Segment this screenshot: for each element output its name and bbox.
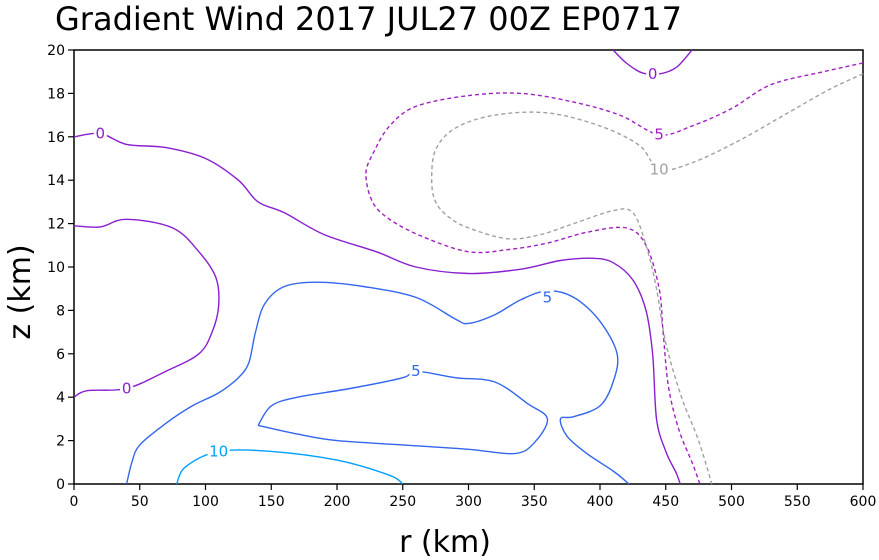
- contour-label: 5: [411, 362, 421, 380]
- y-tick-label: 20: [47, 43, 65, 59]
- plot-frame: [73, 49, 864, 485]
- y-tick-label: 10: [47, 260, 65, 276]
- contour-label: 10: [650, 160, 669, 178]
- y-tick-label: 4: [56, 390, 65, 406]
- y-tick-label: 6: [56, 347, 65, 363]
- contour-line: [175, 449, 404, 485]
- contour-line: [125, 281, 630, 485]
- contour-label-bg: [93, 125, 107, 142]
- x-axis-label: r (km): [399, 525, 491, 560]
- x-tick-label: 450: [652, 494, 679, 510]
- contour-label: 0: [122, 380, 132, 398]
- contour-line: [430, 73, 864, 485]
- y-tick-label: 14: [47, 173, 65, 189]
- x-tick-label: 250: [389, 494, 416, 510]
- y-axis-label: z (km): [3, 244, 38, 339]
- contour-label: 0: [648, 65, 658, 83]
- x-tick-label: 400: [587, 494, 614, 510]
- x-tick-label: 150: [258, 494, 285, 510]
- x-tick-label: 600: [850, 494, 877, 510]
- y-tick-label: 2: [56, 434, 65, 450]
- x-tick-label: 200: [324, 494, 351, 510]
- x-axis-ticks: 0 50 100 150 200 250 300 350 400 450 500 550 600: [70, 484, 877, 510]
- x-tick-label: 0: [70, 494, 79, 510]
- contour-label: 0: [96, 125, 106, 143]
- contour-line: [257, 370, 549, 455]
- y-axis-ticks: 0 2 4 6 8 10 12 14 16 18 20: [47, 43, 74, 493]
- x-tick-label: 550: [784, 494, 811, 510]
- contour-line: [365, 62, 864, 485]
- contour-label-bg: [646, 65, 660, 82]
- x-tick-label: 300: [455, 494, 482, 510]
- x-tick-label: 500: [718, 494, 745, 510]
- contour-label: 5: [543, 288, 553, 306]
- x-tick-label: 100: [192, 494, 219, 510]
- y-tick-label: 12: [47, 217, 65, 233]
- contour-label-bg: [120, 380, 134, 397]
- contour-line: [73, 132, 681, 485]
- contour-label: 5: [654, 126, 664, 144]
- contour-labels: 0 0 0 5 10 5 5 10: [93, 65, 671, 460]
- contour-line: [73, 218, 220, 398]
- contour-label: 10: [209, 442, 228, 460]
- contour-label-bg: [540, 289, 554, 306]
- contour-label-bg: [648, 161, 671, 178]
- x-tick-label: 50: [131, 494, 149, 510]
- contour-label-bg: [207, 443, 230, 460]
- y-tick-label: 16: [47, 130, 65, 146]
- contour-label-bg: [652, 126, 666, 143]
- chart-title: Gradient Wind 2017 JUL27 00Z EP0717: [55, 0, 682, 38]
- y-tick-label: 8: [56, 303, 65, 319]
- contour-lines: [73, 49, 864, 485]
- y-tick-label: 0: [56, 477, 65, 493]
- contour-label-bg: [409, 363, 423, 380]
- x-tick-label: 350: [521, 494, 548, 510]
- y-tick-label: 18: [47, 86, 65, 102]
